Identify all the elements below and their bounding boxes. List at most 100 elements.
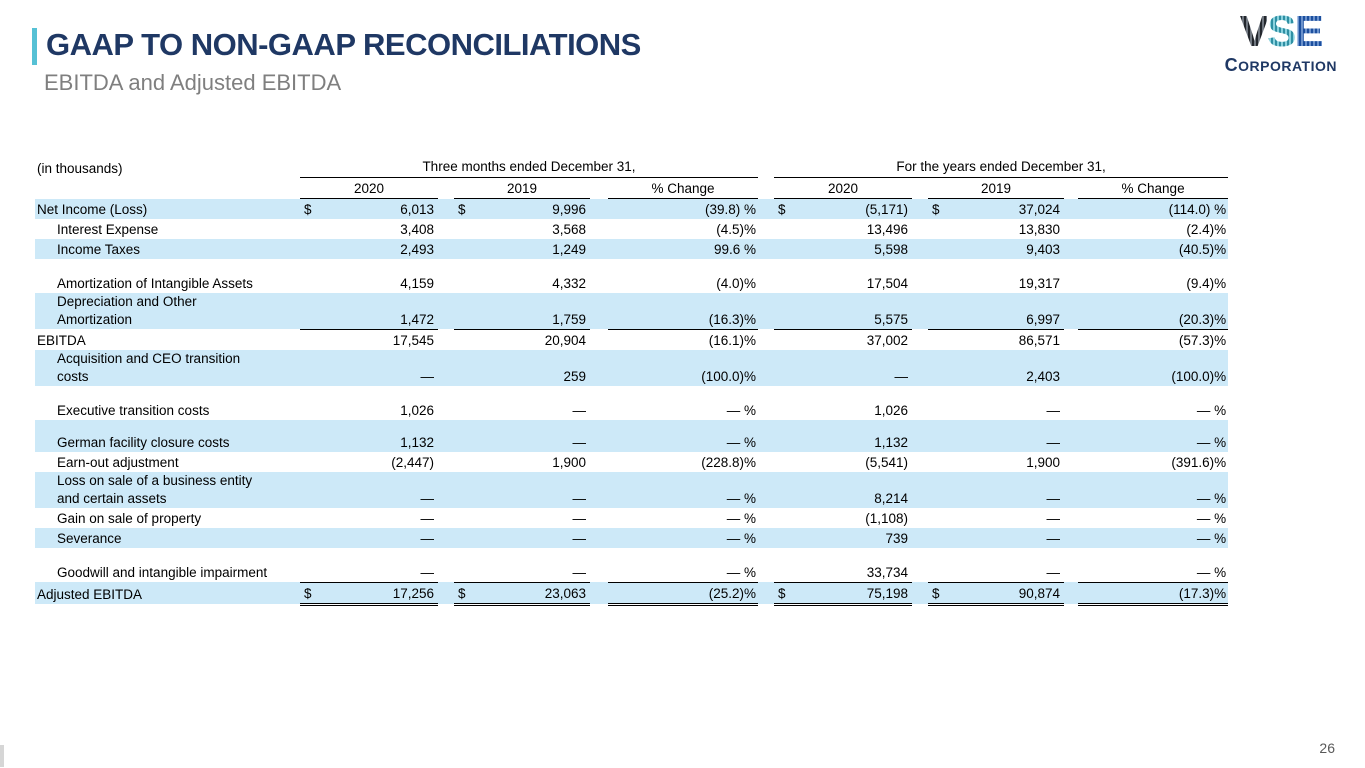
cell-value: 75,198: [794, 582, 913, 606]
cell-value: (114.0) %: [1078, 198, 1229, 219]
row-label: Severance: [35, 527, 300, 548]
cell-value: (17.3)%: [1078, 582, 1229, 606]
table-row: Acquisition and CEO transition costs — 259 (…: [35, 349, 1229, 386]
cell-value: 86,571: [1018, 332, 1061, 348]
cell-value: — %: [726, 510, 757, 526]
corner-mark: [0, 745, 4, 767]
currency-symbol: [454, 452, 474, 472]
currency-symbol: [774, 471, 795, 508]
col-header-q2019: 2019: [454, 177, 590, 199]
col-header-ychange: % Change: [1078, 177, 1229, 199]
currency-symbol: [774, 561, 795, 583]
cell-value: 5,575: [794, 293, 913, 330]
group-header-year: For the years ended December 31,: [774, 156, 1229, 178]
cell-value: 37,024: [948, 198, 1065, 219]
row-label: Amortization of Intangible Assets: [57, 276, 253, 291]
cell-value: (5,171): [794, 198, 913, 219]
currency-symbol: [774, 329, 794, 350]
cell-value: —: [948, 527, 1065, 548]
cell-value: 1,900: [1026, 454, 1061, 470]
cell-value: —: [420, 510, 435, 526]
title-accent-bar: [32, 28, 37, 65]
cell-value: 99.6 %: [608, 239, 759, 259]
row-label: Depreciation and Other Amortization: [35, 293, 300, 329]
cell-value: 6,013: [320, 198, 438, 219]
cell-value: 13,830: [1018, 222, 1061, 237]
table-row: Goodwill and intangible impairment — — — % 3…: [35, 561, 1229, 583]
cell-value: 9,403: [948, 239, 1065, 259]
currency-symbol: $: [300, 198, 320, 219]
row-label: Goodwill and intangible impairment: [57, 565, 268, 580]
table-row: Gain on sale of property — — — % (1,108) — — %: [35, 508, 1228, 528]
slide-subtitle: EBITDA and Adjusted EBITDA: [44, 69, 342, 95]
cell-value: (9.4)%: [1186, 276, 1227, 291]
cell-value: 1,900: [552, 454, 586, 470]
row-label: Executive transition costs: [57, 402, 210, 418]
cell-value: (100.0)%: [1078, 349, 1229, 386]
cell-value: (2,447): [391, 454, 434, 470]
reconciliation-table-body: Net Income (Loss) $6,013 $9,996 (39.8) % $ (5…: [35, 198, 1229, 606]
cell-value: — %: [608, 527, 759, 548]
logo-letter-s: S: [1267, 7, 1296, 56]
currency-symbol: [454, 273, 474, 293]
slide-title: GAAP TO NON-GAAP RECONCILIATIONS: [46, 27, 641, 62]
currency-symbol: $: [774, 582, 795, 606]
currency-symbol: [774, 431, 795, 452]
currency-symbol: [454, 471, 474, 508]
slide-header: GAAP TO NON-GAAP RECONCILIATIONS EBITDA …: [32, 24, 641, 96]
row-label: EBITDA: [37, 332, 86, 348]
currency-symbol: [454, 239, 474, 259]
cell-value: 4,159: [400, 276, 434, 291]
cell-value: (4.5)%: [716, 222, 757, 237]
cell-value: —: [474, 561, 590, 583]
currency-symbol: [300, 527, 320, 548]
cell-value: (25.2)%: [608, 582, 759, 606]
cell-value: (2.4)%: [1186, 222, 1227, 237]
currency-symbol: [300, 329, 320, 350]
currency-symbol: [928, 239, 949, 259]
currency-symbol: [454, 349, 474, 386]
cell-value: (4.0)%: [716, 276, 757, 291]
table-row: Interest Expense 3,408 3,568 (4.5)% 13,496 13…: [35, 219, 1228, 239]
currency-symbol: [300, 400, 320, 420]
logo-letter-v: V: [1239, 7, 1269, 56]
cell-value: 19,317: [1018, 276, 1061, 291]
cell-value: — %: [608, 431, 759, 452]
cell-value: 3,568: [552, 222, 586, 237]
logo-caption: CORPORATION: [1224, 55, 1337, 75]
logo-letter-e: E: [1294, 7, 1324, 56]
cell-value: (40.5)%: [1078, 239, 1229, 259]
table-row: EBITDA 17,545 20,904 (16.1)% 37,002 86,571 (57…: [35, 329, 1228, 350]
cell-value: 17,504: [866, 276, 909, 291]
spacer-row: [35, 548, 1228, 562]
col-header-qchange: % Change: [608, 177, 759, 199]
logo-letters: VSE: [1225, 10, 1337, 54]
cell-value: 13,496: [866, 222, 909, 237]
cell-value: 8,214: [794, 471, 913, 508]
cell-value: — %: [1078, 431, 1229, 452]
spacer-row: [35, 259, 1228, 273]
cell-value: —: [1046, 510, 1061, 526]
currency-symbol: $: [774, 198, 795, 219]
cell-value: 9,996: [474, 198, 590, 219]
vse-corporation-logo: VSE CORPORATION: [1225, 10, 1337, 74]
currency-symbol: [928, 561, 949, 583]
cell-value: —: [1046, 402, 1061, 418]
table-row: Loss on sale of a business entity and cer…: [35, 471, 1229, 508]
currency-symbol: [300, 452, 320, 472]
currency-symbol: $: [454, 582, 474, 606]
currency-symbol: [928, 219, 948, 239]
cell-value: 4,332: [552, 276, 586, 291]
cell-value: (391.6)%: [1171, 454, 1227, 470]
currency-symbol: [928, 452, 948, 472]
cell-value: 1,132: [320, 431, 438, 452]
cell-value: 37,002: [866, 332, 909, 348]
cell-value: 1,472: [320, 293, 438, 330]
cell-value: 739: [794, 527, 913, 548]
cell-value: — %: [726, 402, 757, 418]
cell-value: —: [474, 527, 590, 548]
currency-symbol: [454, 329, 474, 350]
currency-symbol: [774, 508, 794, 528]
currency-symbol: [300, 508, 320, 528]
